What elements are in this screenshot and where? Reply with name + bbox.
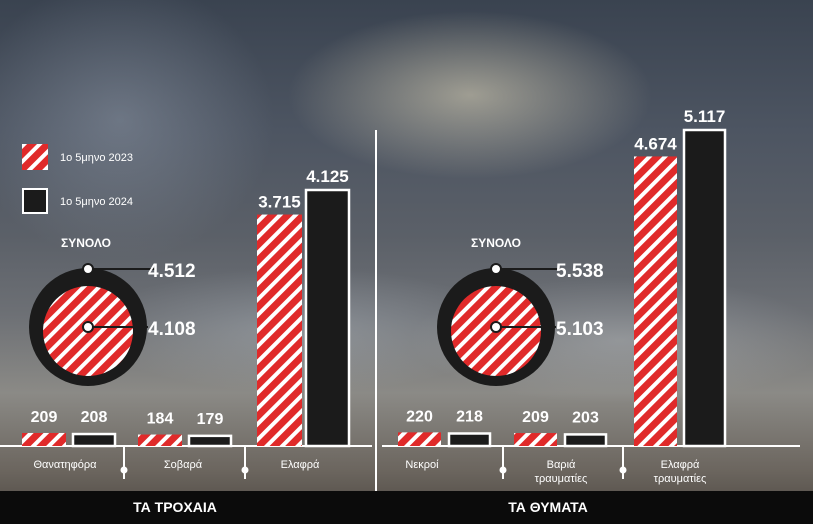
total-2024-value: 4.512 xyxy=(148,261,196,282)
total-label: ΣΥΝΟΛΟ xyxy=(471,236,521,250)
legend-label: 1o 5μηνο 2023 xyxy=(60,152,133,164)
category-label: τραυματίες xyxy=(654,473,707,485)
bar-2023 xyxy=(138,434,182,446)
category-label: Βαριά xyxy=(547,459,576,471)
panel-title-accidents: ΤΑ ΤΡΟΧΑΙΑ xyxy=(133,499,217,515)
data-label-2024: 4.125 xyxy=(306,167,349,186)
separator-dot xyxy=(120,466,128,474)
bar-2024 xyxy=(563,433,608,448)
bar-2024 xyxy=(187,434,233,448)
bottom-band xyxy=(0,491,813,524)
bar-2024 xyxy=(447,432,492,448)
bar-2023 xyxy=(634,156,677,446)
data-label-2024: 208 xyxy=(81,409,108,426)
bar-2024 xyxy=(304,188,351,448)
panel-title-victims: ΤΑ ΘΥΜΑΤΑ xyxy=(508,499,588,515)
category-label: Θανατηφόρα xyxy=(33,459,97,471)
total-2023-marker xyxy=(490,321,502,333)
data-label-2023: 184 xyxy=(147,411,174,428)
total-2023-marker xyxy=(82,321,94,333)
data-label-2023: 220 xyxy=(406,408,433,425)
data-label-2023: 4.674 xyxy=(634,134,677,153)
total-2023-value: 5.103 xyxy=(556,319,604,340)
data-label-2024: 5.117 xyxy=(684,107,726,126)
separator-dot xyxy=(619,466,627,474)
data-label-2024: 203 xyxy=(572,409,599,426)
total-2024-marker xyxy=(490,263,502,275)
category-label: Ελαφρά xyxy=(661,459,700,471)
total-2024-marker xyxy=(82,263,94,275)
category-label: τραυματίες xyxy=(535,473,588,485)
bar-2024 xyxy=(71,432,117,448)
separator-dot xyxy=(241,466,249,474)
data-label-2023: 209 xyxy=(522,409,549,426)
total-2023-value: 4.108 xyxy=(148,319,196,340)
legend-swatch-2024 xyxy=(22,188,48,214)
category-label: Σοβαρά xyxy=(164,459,203,471)
bar-2023 xyxy=(398,432,441,446)
bar-2023 xyxy=(22,432,66,446)
legend-swatch-2023 xyxy=(22,144,48,170)
category-label: Νεκροί xyxy=(405,459,439,471)
category-label: Ελαφρά xyxy=(281,459,320,471)
separator-dot xyxy=(499,466,507,474)
bar-2023 xyxy=(257,214,302,446)
bar-2023 xyxy=(514,433,557,446)
bar-2024 xyxy=(682,128,727,448)
total-2024-value: 5.538 xyxy=(556,261,604,282)
total-label: ΣΥΝΟΛΟ xyxy=(61,236,111,250)
data-label-2023: 3.715 xyxy=(258,193,301,212)
legend-label: 1o 5μηνο 2024 xyxy=(60,196,133,208)
panel-divider xyxy=(375,130,377,524)
data-label-2023: 209 xyxy=(31,409,58,426)
data-label-2024: 179 xyxy=(197,411,224,428)
data-label-2024: 218 xyxy=(456,408,483,425)
